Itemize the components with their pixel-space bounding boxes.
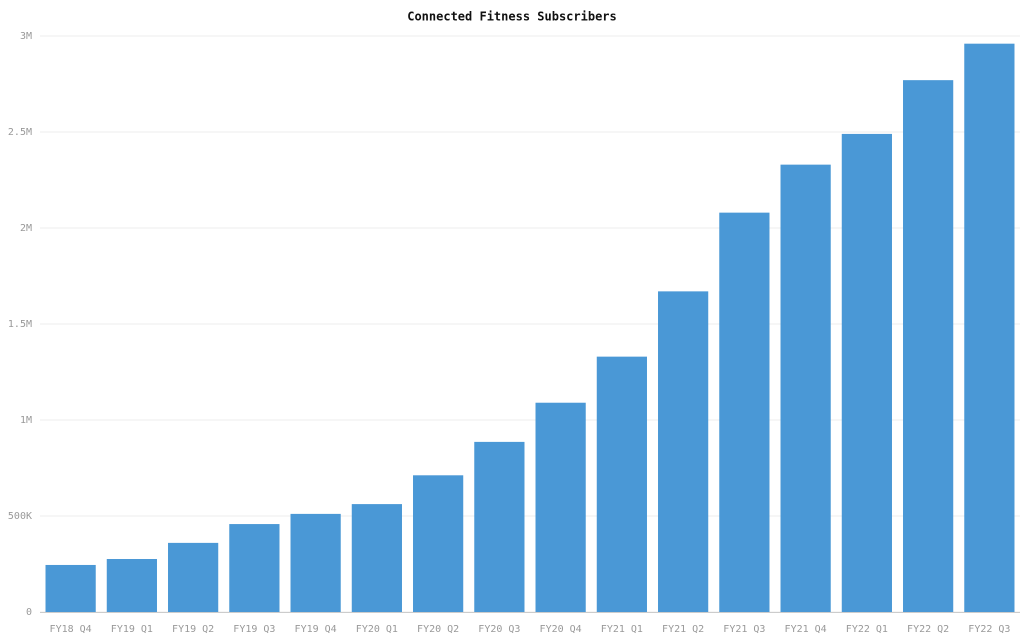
x-tick-label: FY19 Q3 (233, 624, 275, 635)
x-tick-label: FY21 Q4 (785, 624, 827, 635)
bar (474, 441, 525, 612)
y-tick-label: 0 (26, 607, 32, 618)
bar (964, 43, 1015, 613)
x-tick-label: FY22 Q2 (907, 624, 949, 635)
x-tick-label: FY20 Q1 (356, 624, 398, 635)
x-tick-label: FY20 Q3 (478, 624, 520, 635)
x-tick-label: FY21 Q2 (662, 624, 704, 635)
y-tick-label: 1.5M (8, 319, 32, 330)
x-tick-label: FY21 Q1 (601, 624, 643, 635)
bar (290, 513, 341, 612)
x-tick-label: FY19 Q4 (295, 624, 337, 635)
bar (719, 212, 770, 612)
bar (106, 559, 157, 612)
bar (780, 164, 831, 612)
x-tick-label: FY22 Q1 (846, 624, 888, 635)
bar (45, 564, 96, 612)
x-tick-label: FY21 Q3 (723, 624, 765, 635)
x-tick-label: FY19 Q1 (111, 624, 153, 635)
y-tick-label: 2.5M (8, 127, 32, 138)
x-tick-label: FY18 Q4 (50, 624, 92, 635)
chart-title: Connected Fitness Subscribers (407, 10, 617, 24)
y-tick-label: 3M (20, 31, 32, 42)
y-tick-label: 500K (8, 511, 32, 522)
bar (413, 475, 464, 612)
x-tick-label: FY22 Q3 (968, 624, 1010, 635)
x-tick-label: FY20 Q2 (417, 624, 459, 635)
x-tick-label: FY19 Q2 (172, 624, 214, 635)
y-tick-label: 1M (20, 415, 32, 426)
bar (535, 402, 586, 612)
bar (841, 133, 892, 613)
bar (903, 80, 954, 612)
bar (229, 524, 280, 612)
bar (351, 504, 402, 612)
bar (168, 542, 219, 612)
bar (658, 291, 709, 612)
bar (596, 356, 647, 612)
x-tick-label: FY20 Q4 (540, 624, 582, 635)
y-tick-label: 2M (20, 223, 32, 234)
